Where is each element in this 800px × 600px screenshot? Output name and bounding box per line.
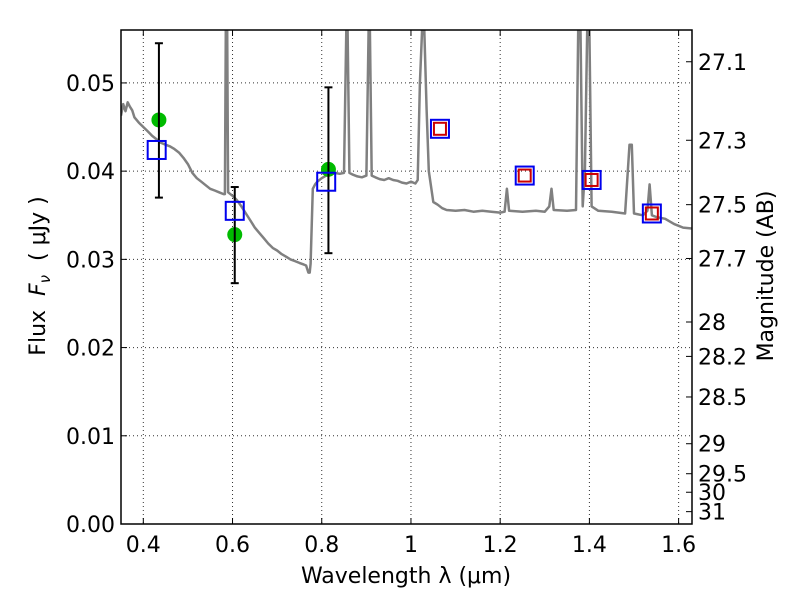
y-tick-label: 0.01 (66, 425, 115, 450)
y-tick-label: 0.02 (66, 337, 115, 362)
model-flux-inner-square (644, 206, 659, 221)
y2-tick-label: 27.1 (698, 51, 747, 76)
x-tick-label: 0.4 (126, 533, 161, 558)
model-flux-square (641, 203, 662, 224)
model-flux-square (581, 169, 602, 190)
model-flux-square (146, 139, 167, 160)
y-axis-title-subscript: ν (36, 275, 54, 283)
grid (121, 30, 692, 525)
x-tick-label: 0.6 (215, 533, 250, 558)
x-tick-label: 1 (404, 533, 418, 558)
axes: 0.4 0.6 0.8 1 1.2 1.4 1.6 0.00 0.01 0.02 0.03 0.04 0… (66, 30, 747, 558)
y2-tick-label: 28.5 (698, 386, 747, 411)
model-flux-inner-square (584, 172, 599, 187)
y2-tick-label: 27.7 (698, 247, 747, 272)
y2-tick-label: 28.2 (698, 345, 747, 370)
plot-area (121, 30, 692, 285)
plot-frame (120, 29, 693, 525)
model-flux-square (316, 171, 337, 192)
y2-tick-label: 29.5 (698, 463, 747, 488)
y-axis-title-prefix: Flux (26, 296, 51, 356)
model-flux-inner-square (517, 168, 532, 183)
x-tick-label: 1.6 (661, 533, 696, 558)
x-tick-label: 1.2 (483, 533, 518, 558)
model-flux-inner-square (432, 121, 447, 136)
y2-tick-label: 30 (698, 481, 726, 506)
y-tick-label: 0.04 (66, 160, 115, 185)
y2-tick-label: 31 (698, 501, 726, 526)
y-axis-title: Flux Fν ( μJy ) (26, 196, 54, 355)
x-tick-label: 1.4 (572, 533, 607, 558)
y2-tick-label: 28 (698, 311, 726, 336)
model-flux-square (514, 165, 535, 186)
y-tick-label: 0.03 (66, 248, 115, 273)
y-axis-title-symbol: F (26, 283, 51, 296)
y-axis-title-suffix: ( μJy ) (26, 196, 51, 275)
spectrum-line (121, 30, 692, 274)
model-flux-square (429, 118, 450, 139)
x-tick-label: 0.8 (304, 533, 339, 558)
y-tick-label: 0.05 (66, 72, 115, 97)
model-flux-square (224, 200, 245, 221)
y2-tick-label: 29 (698, 433, 726, 458)
y2-axis-title: Magnitude (AB) (754, 191, 779, 362)
y2-tick-label: 27.3 (698, 129, 747, 154)
y-tick-label: 0.00 (66, 513, 115, 538)
x-axis-title: Wavelength λ (μm) (301, 564, 511, 589)
y2-tick-label: 27.5 (698, 194, 747, 219)
